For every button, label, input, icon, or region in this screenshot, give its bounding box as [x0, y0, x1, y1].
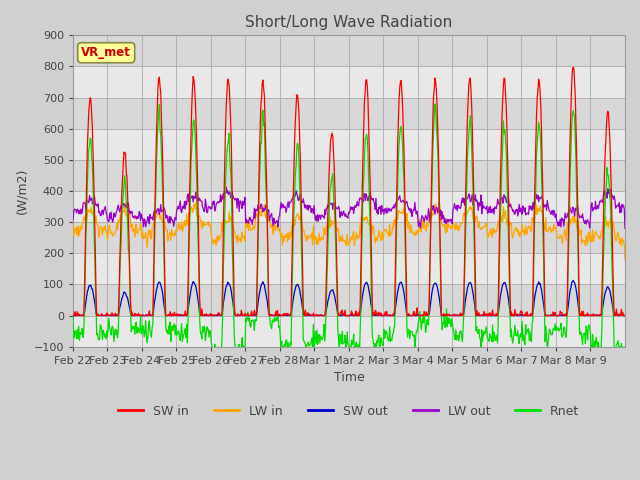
Bar: [73, 191, 625, 222]
X-axis label: Time: Time: [333, 372, 364, 384]
Bar: [73, 97, 625, 129]
Bar: [73, 129, 625, 160]
Bar: [73, 315, 625, 347]
Bar: [73, 66, 625, 97]
Bar: [73, 160, 625, 191]
Title: Short/Long Wave Radiation: Short/Long Wave Radiation: [245, 15, 452, 30]
Bar: [73, 222, 625, 253]
Y-axis label: (W/m2): (W/m2): [15, 168, 28, 214]
Legend: SW in, LW in, SW out, LW out, Rnet: SW in, LW in, SW out, LW out, Rnet: [113, 400, 584, 423]
Bar: [73, 253, 625, 285]
Bar: [73, 36, 625, 66]
Bar: [73, 285, 625, 315]
Text: VR_met: VR_met: [81, 46, 131, 59]
